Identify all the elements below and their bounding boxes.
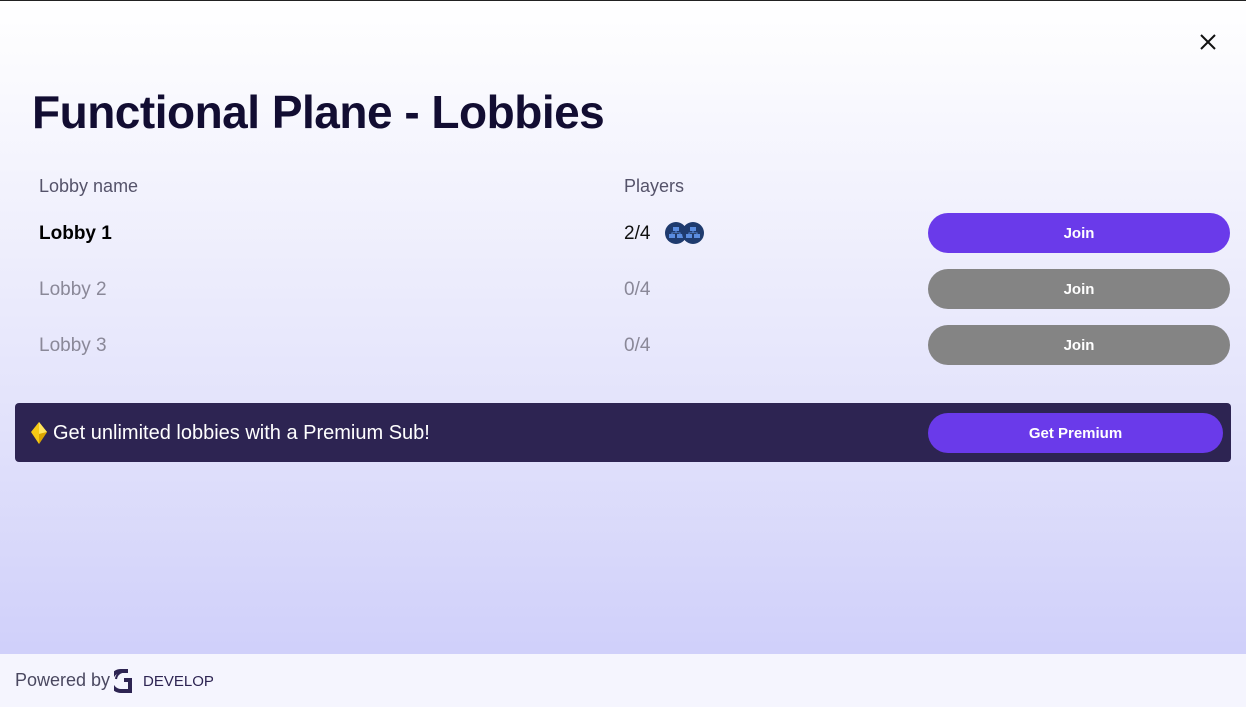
lobby-players: 0/4 (624, 335, 651, 356)
join-button[interactable]: Join (928, 269, 1230, 309)
premium-banner: Get unlimited lobbies with a Premium Sub… (15, 403, 1231, 462)
close-icon[interactable] (1196, 30, 1220, 54)
column-header-name: Lobby name (39, 176, 139, 196)
premium-banner-text: Get unlimited lobbies with a Premium Sub… (53, 422, 430, 444)
page-title: Functional Plane - Lobbies (32, 86, 605, 138)
powered-by-text: Powered by (15, 670, 111, 690)
lobby-name: Lobby 1 (39, 223, 112, 244)
lobby-row: Lobby 3 0/4 Join (0, 325, 1246, 365)
lobby-players: 2/4 (624, 223, 651, 244)
lobby-row: Lobby 2 0/4 Join (0, 269, 1246, 309)
join-button[interactable]: Join (928, 325, 1230, 365)
column-header-players: Players (624, 176, 685, 196)
join-button[interactable]: Join (928, 213, 1230, 253)
footer: Powered by DEVELOP (0, 654, 1246, 707)
gdevelop-logo[interactable]: DEVELOP (114, 669, 214, 693)
player-avatar-icon (665, 222, 687, 244)
lobby-name: Lobby 2 (39, 279, 107, 300)
gdevelop-logo-icon (114, 669, 132, 693)
lobby-players: 0/4 (624, 279, 651, 300)
player-avatar-icon (682, 222, 704, 244)
lobby-name: Lobby 3 (39, 335, 107, 356)
get-premium-button[interactable]: Get Premium (928, 413, 1223, 453)
gem-icon (31, 422, 47, 444)
player-avatars (665, 222, 704, 244)
gdevelop-logo-text: DEVELOP (143, 672, 214, 690)
lobby-row: Lobby 1 2/4 Join (0, 213, 1246, 253)
